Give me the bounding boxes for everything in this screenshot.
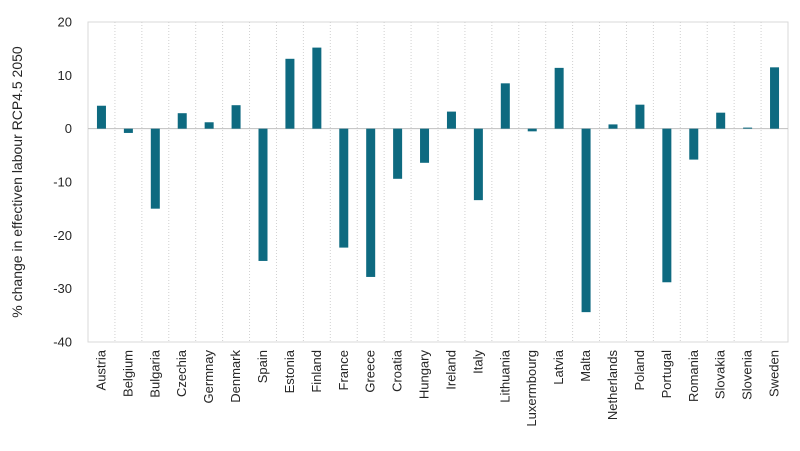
- bar-france: [339, 128, 349, 248]
- x-tick-label: Denmark: [228, 350, 243, 403]
- bar-croatia: [393, 128, 403, 179]
- bar-slovenia: [743, 127, 753, 129]
- x-tick-label: Malta: [578, 349, 593, 382]
- y-axis-ticks: 20 10 0 -10 -20 -30 -40: [53, 15, 72, 350]
- y-tick-label: -30: [53, 281, 72, 296]
- y-axis-title: % change in effectiven labour RCP4.5 205…: [9, 46, 25, 318]
- bar-bulgaria: [150, 128, 160, 209]
- x-tick-label: France: [336, 350, 351, 390]
- x-tick-label: Poland: [632, 350, 647, 390]
- x-tick-label: Italy: [470, 350, 485, 374]
- y-tick-label: -10: [53, 175, 72, 190]
- bar-italy: [473, 128, 483, 201]
- x-tick-label: Austria: [93, 349, 108, 390]
- x-tick-label: Lithuania: [497, 349, 512, 403]
- bar-latvia: [554, 67, 564, 129]
- bar-czechia: [177, 113, 187, 129]
- x-tick-label: Greece: [363, 350, 378, 393]
- x-tick-label: Slovakia: [713, 349, 728, 399]
- x-tick-label: Spain: [255, 350, 270, 383]
- x-axis-labels: Austria Belgium Bulgaria Czechia Germnay Denm…: [93, 349, 781, 426]
- x-tick-label: Ireland: [443, 350, 458, 390]
- x-tick-label: Portugal: [659, 350, 674, 399]
- bar-estonia: [285, 58, 295, 129]
- bar-luxermbourg: [527, 128, 537, 132]
- bar-austria: [96, 105, 106, 129]
- x-tick-label: Romania: [686, 349, 701, 402]
- bar-spain: [258, 128, 268, 261]
- x-tick-label: Estonia: [282, 349, 297, 393]
- y-tick-label: -40: [53, 335, 72, 350]
- bar-belgium: [123, 128, 133, 133]
- x-tick-label: Germnay: [201, 350, 216, 404]
- bar-greece: [366, 128, 376, 277]
- x-tick-label: Hungary: [417, 350, 432, 400]
- bar-portugal: [662, 128, 672, 283]
- bar-sweden: [770, 67, 780, 129]
- bar-slovakia: [716, 112, 726, 129]
- x-tick-label: Luxermbourg: [524, 350, 539, 427]
- bar-romania: [689, 128, 699, 160]
- bars: [96, 47, 780, 313]
- bar-germnay: [204, 122, 214, 129]
- x-tick-label: Bulgaria: [147, 349, 162, 397]
- y-tick-label: 10: [58, 68, 72, 83]
- x-tick-label: Czechia: [174, 349, 189, 397]
- y-tick-label: -20: [53, 228, 72, 243]
- x-tick-label: Croatia: [390, 349, 405, 392]
- gridlines: [114, 22, 762, 342]
- y-tick-label: 0: [65, 121, 72, 136]
- bar-lithuania: [500, 83, 510, 129]
- x-tick-label: Latvia: [551, 349, 566, 384]
- bar-malta: [581, 128, 591, 313]
- bar-finland: [312, 47, 322, 129]
- x-tick-label: Slovenia: [740, 349, 755, 400]
- x-tick-label: Netherlands: [605, 350, 620, 421]
- bar-denmark: [231, 105, 241, 129]
- x-tick-label: Belgium: [120, 350, 135, 397]
- y-tick-label: 20: [58, 15, 72, 30]
- x-tick-label: Finland: [309, 350, 324, 393]
- bar-hungary: [420, 128, 430, 163]
- x-tick-label: Sweden: [767, 350, 782, 397]
- bar-netherlands: [608, 124, 618, 129]
- bar-poland: [635, 104, 645, 129]
- bar-ireland: [446, 111, 456, 129]
